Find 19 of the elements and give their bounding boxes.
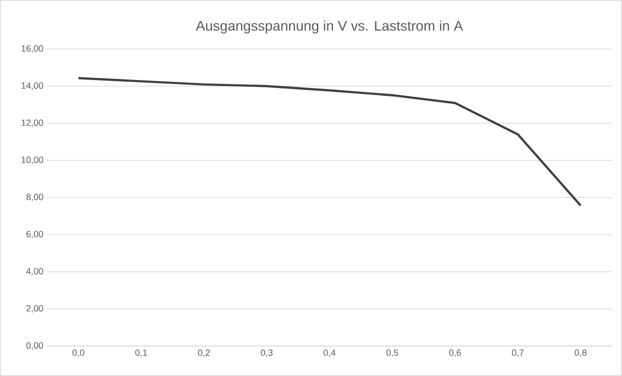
y-tick-label: 8,00	[26, 194, 44, 202]
y-tick-label: 2,00	[26, 305, 44, 313]
y-tick-label: 6,00	[26, 230, 44, 238]
x-tick-label: 0,6	[449, 350, 461, 357]
x-tick-label: 0,2	[198, 350, 210, 357]
x-tick-label: 0,4	[324, 350, 336, 357]
y-tick-label: 0,00	[26, 342, 44, 350]
x-tick-label: 0,1	[135, 350, 147, 357]
x-tick-label: 0,0	[72, 350, 84, 357]
x-tick-label: 0,7	[512, 350, 524, 357]
chart-title: Ausgangsspannung in V vs. Laststrom in A	[196, 20, 464, 34]
y-tick-label: 4,00	[26, 268, 44, 276]
y-tick-label: 12,00	[22, 120, 44, 127]
x-tick-label: 0,8	[574, 350, 586, 357]
y-tick-label: 10,00	[22, 156, 44, 164]
y-tick-label: 16,00	[22, 45, 44, 53]
x-tick-label: 0,5	[386, 350, 398, 357]
x-tick-label: 0,3	[260, 350, 273, 357]
y-tick-label: 14,00	[22, 82, 44, 90]
